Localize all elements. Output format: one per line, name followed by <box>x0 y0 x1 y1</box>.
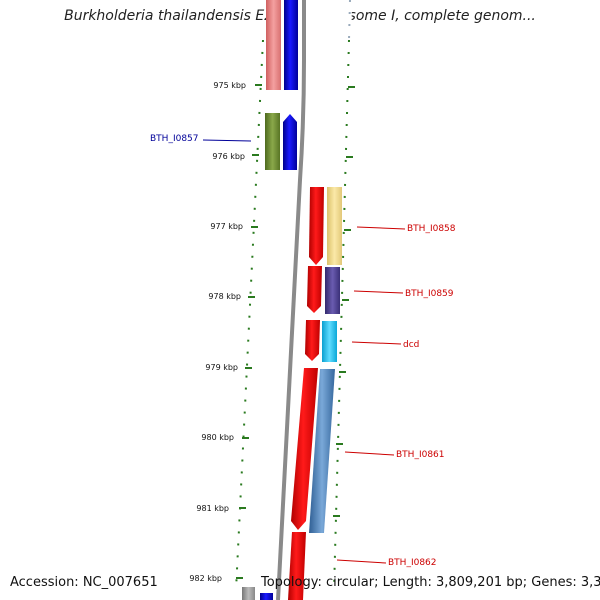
tick-label-981: 981 kbp <box>196 504 229 513</box>
gene-label-text-bth-i0857[interactable]: BTH_I0857 <box>150 134 199 144</box>
feature-purple-bth-i0859 <box>325 267 340 314</box>
gene-label-bth-i0862[interactable]: BTH_I0862 <box>336 558 437 568</box>
cds-red-bth-i0858 <box>309 187 324 265</box>
cds-red-bth-i0859 <box>307 266 322 313</box>
gene-label-bth-i0859[interactable]: BTH_I0859 <box>353 289 454 299</box>
tick-group-977: 977 kbp <box>210 222 258 231</box>
gene-label-text-bth-i0862[interactable]: BTH_I0862 <box>388 558 437 568</box>
right-scale-ticks <box>333 86 355 517</box>
tick-label-975: 975 kbp <box>213 81 246 90</box>
feature-grey-bottom <box>242 587 255 600</box>
tick-group-981: 981 kbp <box>196 504 246 513</box>
feature-olive-bth-i0857 <box>265 113 280 170</box>
cds-red-bth-i0861 <box>291 368 318 530</box>
tick-group-982: 982 kbp <box>189 574 243 583</box>
topology-length-genes-text: Topology: circular; Length: 3,809,201 bp… <box>261 575 600 590</box>
tick-group-979: 979 kbp <box>205 363 252 372</box>
feature-blue-bottom <box>260 593 273 600</box>
gene-label-bth-i0857[interactable]: BTH_I0857 <box>150 134 252 144</box>
feature-blue-arrow-bth-i0857 <box>283 114 297 170</box>
gene-label-text-bth-i0861[interactable]: BTH_I0861 <box>396 450 445 460</box>
feature-yellow-bth-i0858 <box>327 187 342 265</box>
gene-label-text-dcd[interactable]: dcd <box>403 340 419 350</box>
feature-pink-top <box>266 0 281 90</box>
tick-label-976: 976 kbp <box>212 152 245 161</box>
tick-group-975: 975 kbp <box>213 81 262 90</box>
gene-label-bth-i0858[interactable]: BTH_I0858 <box>356 224 456 234</box>
tick-label-979: 979 kbp <box>205 363 238 372</box>
gene-label-dcd[interactable]: dcd <box>351 340 419 350</box>
accession-text: Accession: NC_007651 <box>10 575 158 590</box>
tick-group-980: 980 kbp <box>201 433 249 442</box>
feature-cyan-dcd <box>322 321 337 362</box>
gene-label-text-bth-i0858[interactable]: BTH_I0858 <box>407 224 456 234</box>
gene-label-text-bth-i0859[interactable]: BTH_I0859 <box>405 289 454 299</box>
feature-steel-bth-i0861 <box>309 369 335 533</box>
tick-label-977: 977 kbp <box>210 222 243 231</box>
gene-label-bth-i0861[interactable]: BTH_I0861 <box>344 450 445 460</box>
feature-blue-top <box>284 0 298 90</box>
cds-red-bth-i0862 <box>288 532 306 600</box>
tick-label-978: 978 kbp <box>208 292 241 301</box>
tick-group-978: 978 kbp <box>208 292 255 301</box>
tick-label-982: 982 kbp <box>189 574 222 583</box>
tick-group-976: 976 kbp <box>212 152 259 161</box>
genome-backbone <box>276 0 306 600</box>
tick-label-980: 980 kbp <box>201 433 234 442</box>
cds-red-dcd <box>305 320 320 361</box>
